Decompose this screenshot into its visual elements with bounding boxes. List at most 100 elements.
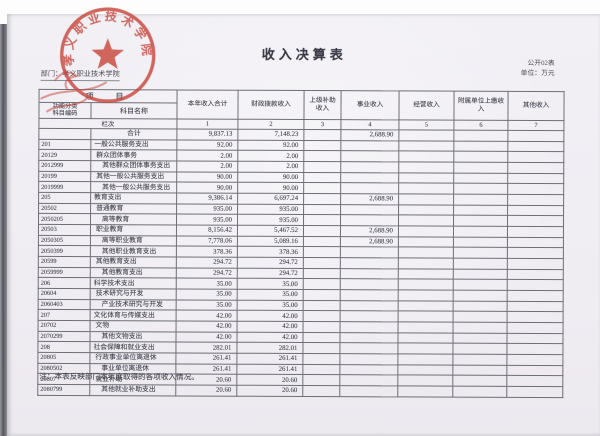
row-name: 科学技术支出 xyxy=(90,277,177,290)
cell-value xyxy=(452,364,507,376)
column-number: 5 xyxy=(398,119,454,131)
cell-value xyxy=(303,278,341,290)
column-header: 附属单位上缴收入 xyxy=(453,91,509,121)
cell-value xyxy=(302,364,340,376)
code-column-header: 功能分类 科目编码 xyxy=(38,102,92,119)
cell-value xyxy=(507,258,564,270)
cell-value xyxy=(339,364,398,376)
cell-value: 42.00 xyxy=(236,331,304,343)
cell-value xyxy=(453,322,508,334)
cell-value xyxy=(452,375,507,387)
unit-label: 单位：万元 xyxy=(520,69,555,78)
cell-value xyxy=(507,290,564,302)
cell-value xyxy=(506,343,563,355)
row-name: 产业技术研究与开发 xyxy=(90,299,177,311)
row-name: 社会保障和就业支出 xyxy=(89,342,176,354)
cell-value xyxy=(453,151,508,163)
row-name: 其他文物支出 xyxy=(89,331,177,343)
cell-value xyxy=(397,375,453,387)
row-code: 20503 xyxy=(38,224,91,236)
cell-value xyxy=(339,332,399,344)
cell-value xyxy=(398,172,454,184)
cell-value: 92.00 xyxy=(237,139,304,151)
column-number: 7 xyxy=(507,120,564,131)
cell-value xyxy=(453,204,508,216)
cell-value xyxy=(340,257,399,269)
column-header: 财政拨款收入 xyxy=(237,90,305,120)
cell-value xyxy=(507,279,564,291)
cell-value xyxy=(302,385,340,397)
cell-value xyxy=(507,311,564,323)
cell-value: 35.00 xyxy=(176,289,238,300)
cell-value xyxy=(453,130,508,142)
cell-value xyxy=(398,151,454,163)
row-code: 2080799 xyxy=(37,384,90,396)
cell-value: 7,148.23 xyxy=(237,129,304,141)
cell-value xyxy=(302,374,340,386)
row-code: 2070299 xyxy=(37,331,91,343)
cell-value xyxy=(340,247,399,258)
row-name: 一般公共服务支出 xyxy=(90,139,177,151)
column-number: 2 xyxy=(237,119,304,130)
row-code: 2060403 xyxy=(38,299,91,310)
cell-value xyxy=(506,354,563,366)
cell-value xyxy=(398,247,454,259)
cell-value xyxy=(398,161,454,173)
cell-value xyxy=(303,161,341,173)
cell-value xyxy=(303,310,341,322)
income-table: 项 目 本年收入合计 财政拨款收入 上级补助收入 事业收入 经营收入 附属单位上缴收入 其他… xyxy=(37,89,565,398)
cell-value: 20.60 xyxy=(236,374,303,386)
cell-value: 42.00 xyxy=(176,321,238,332)
cell-value: 294.72 xyxy=(176,267,238,279)
column-header: 经营收入 xyxy=(398,90,455,121)
cell-value xyxy=(506,375,563,387)
cell-value xyxy=(303,289,341,301)
cell-value xyxy=(303,257,341,269)
cell-value xyxy=(302,332,341,344)
cell-value: 35.00 xyxy=(237,299,304,311)
row-name: 行政事业单位离退休 xyxy=(89,352,176,364)
row-name: 职业教育 xyxy=(90,224,177,236)
row-name: 技术研究与开发 xyxy=(90,288,177,300)
cell-value: 92.00 xyxy=(176,139,238,151)
cell-value xyxy=(452,343,507,355)
cell-value xyxy=(303,182,341,194)
cell-value xyxy=(340,161,399,173)
row-code: 2019999 xyxy=(38,181,91,193)
cell-value xyxy=(340,151,399,162)
paper-sheet: 收入决算表 公开02表 单位：万元 部门：孝义职业技术学院 项 目 本年收入合计… xyxy=(7,7,600,436)
cell-value: 5,089.16 xyxy=(237,235,304,247)
row-code: 20599 xyxy=(38,256,91,268)
cell-value xyxy=(303,204,341,216)
cell-value xyxy=(507,151,564,163)
cell-value: 35.00 xyxy=(176,278,238,290)
row-name: 其他一般公共服务支出 xyxy=(90,181,177,193)
cell-value xyxy=(453,258,508,270)
cell-value: 935.00 xyxy=(176,203,238,215)
cell-value: 2.00 xyxy=(237,161,304,173)
row-name: 其他一般公共服务支出 xyxy=(90,171,177,183)
column-number: 3 xyxy=(303,119,341,130)
cell-value: 261.41 xyxy=(236,363,303,375)
cell-value xyxy=(303,236,341,248)
footnote: 注：本表反映部门本年度取得的各项收入情况。 xyxy=(39,371,199,382)
cell-value: 9,386.14 xyxy=(176,192,238,204)
cell-value xyxy=(506,386,563,398)
cell-value: 261.41 xyxy=(236,353,303,365)
cell-value xyxy=(397,343,453,355)
row-code: 205 xyxy=(38,192,91,204)
row-name: 高等职业教育 xyxy=(90,235,177,247)
cell-value xyxy=(340,321,399,333)
row-name: 其他职业教育支出 xyxy=(90,245,177,258)
cell-value xyxy=(340,140,399,152)
department-label: 部门：孝义职业技术学院 xyxy=(40,68,120,82)
cell-value xyxy=(340,279,399,290)
row-code xyxy=(38,128,91,140)
cell-value xyxy=(398,300,454,312)
cell-value xyxy=(453,215,508,227)
cell-value xyxy=(303,129,341,141)
cell-value xyxy=(507,237,564,249)
cell-value xyxy=(398,140,454,152)
cell-value xyxy=(303,268,341,280)
